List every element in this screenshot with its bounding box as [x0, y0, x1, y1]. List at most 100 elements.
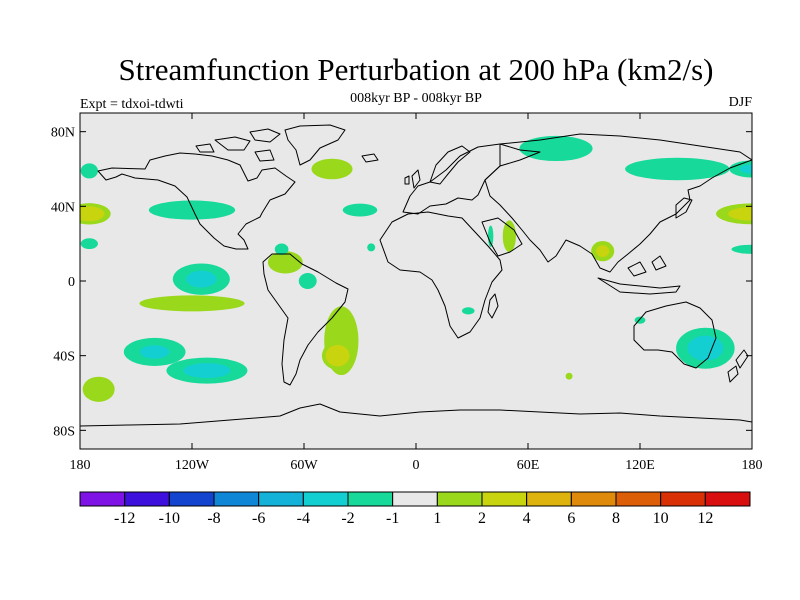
contour-fill [461, 307, 475, 315]
coastline-antarctica [80, 403, 752, 427]
contour-fill [80, 163, 98, 179]
coastline-japan [675, 197, 693, 219]
lon-tick-label: 120W [175, 458, 210, 473]
colorbar-label: 8 [612, 510, 620, 527]
lat-tick-label: 40N [51, 200, 75, 215]
anomaly-region [82, 376, 115, 402]
lon-tick-label: 180 [742, 458, 763, 473]
anomaly-region [148, 200, 236, 220]
season-label: DJF [729, 95, 753, 110]
contour-fill [186, 270, 217, 288]
colorbar-label: 1 [433, 510, 441, 527]
anomaly-region [565, 372, 573, 380]
anomaly-region [716, 203, 752, 225]
colorbar-label: 10 [653, 510, 669, 527]
anomaly-region [625, 157, 730, 181]
colorbar-swatch [615, 491, 662, 507]
colorbar-swatch [481, 491, 528, 507]
colorbar-label: -10 [159, 510, 180, 527]
anomaly-region [311, 158, 353, 180]
colorbar-swatch [526, 491, 572, 507]
colorbar-label: -6 [252, 510, 265, 527]
colorbar-label: 2 [478, 510, 486, 527]
contour-fill [728, 206, 752, 221]
contour-fill [80, 206, 105, 222]
lat-tick-label: 80S [53, 424, 75, 439]
lon-tick-label: 0 [413, 458, 420, 473]
anomaly-region [80, 163, 98, 179]
colorbar-label: -4 [297, 510, 310, 527]
contour-fill [139, 345, 170, 359]
contour-fill [739, 164, 752, 174]
colorbar-swatch [570, 491, 617, 507]
coastline-british-isles [361, 153, 421, 189]
colorbar-label: -1 [386, 510, 399, 527]
coastline-arabia [481, 217, 523, 257]
contour-fill [625, 157, 730, 181]
contour-fill [565, 372, 573, 380]
contour-fill [148, 200, 236, 220]
anomaly-layer [80, 135, 752, 402]
contour-fill [183, 363, 231, 379]
anomaly-region [321, 341, 354, 370]
anomaly-region [342, 203, 378, 217]
colorbar-label: -8 [207, 510, 220, 527]
contour-fill [80, 238, 98, 250]
contour-fill [311, 158, 353, 180]
colorbar-swatch [79, 491, 126, 507]
anomaly-region [172, 263, 230, 295]
coastline-south-america [262, 253, 349, 386]
colorbar-swatch [436, 491, 483, 507]
lat-tick-label: 40S [53, 350, 75, 365]
experiment-label: Expt = tdxoi-tdwti [80, 97, 184, 112]
contour-fill [731, 244, 752, 254]
contour-fill [502, 220, 516, 253]
anomaly-region [676, 327, 735, 369]
colorbar-label: 6 [567, 510, 575, 527]
anomaly-region [729, 160, 752, 178]
contour-fill [82, 376, 115, 402]
contour-fill [274, 243, 289, 255]
lon-tick-label: 120E [625, 458, 655, 473]
anomaly-region [123, 337, 186, 366]
anomaly-region [367, 243, 376, 252]
contour-fill [139, 295, 245, 312]
anomaly-region [80, 238, 98, 250]
map-axes: 80N 40N 0 40S 80S 180 120W 60W 0 60E 120E 180 [51, 113, 763, 473]
lat-tick-label: 0 [68, 275, 75, 290]
colorbar-swatch [660, 491, 706, 507]
coastline-greenland [284, 124, 346, 166]
anomaly-region [274, 243, 289, 255]
title: Streamfunction Perturbation at 200 hPa (… [119, 52, 714, 87]
coastline-arctic-islands [195, 128, 281, 162]
colorbar-label: -12 [114, 510, 135, 527]
contour-fill [325, 344, 350, 367]
coastlines [80, 124, 752, 427]
coastline-australia [633, 301, 717, 369]
colorbar: -12 -10 -8 -6 -4 -2 -1 1 2 4 6 8 10 12 [79, 491, 751, 527]
lat-tick-label: 80N [51, 126, 75, 141]
anomaly-region [80, 203, 111, 225]
contour-fill [367, 243, 376, 252]
colorbar-swatch [302, 491, 349, 507]
coastline-indonesia [597, 255, 681, 295]
lon-tick-label: 180 [70, 458, 91, 473]
subtitle: 008kyr BP - 008kyr BP [350, 91, 482, 106]
coastline-scandinavia [429, 145, 471, 185]
colorbar-swatch [392, 491, 438, 507]
coastline-north-america [97, 152, 296, 250]
coastline-europe [402, 143, 541, 215]
contour-fill [687, 335, 724, 361]
colorbar-swatch [124, 491, 170, 507]
anomaly-region [502, 220, 516, 253]
coastline-madagascar [487, 293, 499, 319]
coastline-africa [379, 211, 503, 339]
colorbar-swatch [704, 491, 751, 507]
colorbar-label: 12 [697, 510, 713, 527]
map-panel: 80N 40N 0 40S 80S 180 120W 60W 0 60E 120E 180 [51, 112, 763, 473]
colorbar-swatch [213, 491, 260, 507]
lon-tick-label: 60E [517, 458, 540, 473]
anomaly-region [461, 307, 475, 315]
contour-fill [342, 203, 378, 217]
colorbar-swatch [347, 491, 394, 507]
